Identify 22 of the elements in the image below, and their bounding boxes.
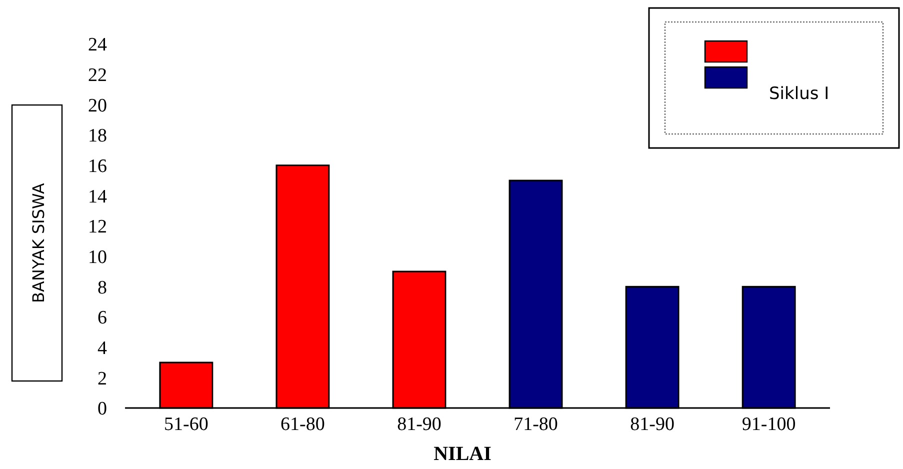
x-tick-label: 91-100 bbox=[742, 414, 796, 435]
y-tick-label: 0 bbox=[98, 398, 107, 420]
y-tick-label: 6 bbox=[98, 308, 107, 329]
x-tick-label: 71-80 bbox=[514, 414, 558, 435]
x-tick-label: 61-80 bbox=[280, 414, 325, 435]
y-axis-title: BANYAK SISWA bbox=[29, 183, 48, 303]
y-tick-label: 4 bbox=[98, 338, 108, 359]
y-tick-label: 14 bbox=[88, 186, 108, 208]
y-tick-label: 20 bbox=[88, 95, 107, 116]
y-tick-label: 24 bbox=[88, 34, 108, 56]
y-tick-label: 12 bbox=[88, 216, 107, 238]
y-tick-label: 18 bbox=[88, 126, 107, 147]
y-tick-label: 22 bbox=[88, 64, 107, 86]
y-tick-label: 8 bbox=[98, 277, 107, 298]
legend: Siklus I bbox=[648, 7, 900, 149]
y-tick-label: 16 bbox=[88, 156, 107, 177]
y-tick-label: 10 bbox=[88, 246, 107, 268]
x-axis-title: NILAI bbox=[434, 443, 492, 465]
x-tick-label: 81-90 bbox=[630, 414, 674, 435]
x-tick-label: 81-90 bbox=[397, 414, 442, 435]
y-tick-label: 2 bbox=[98, 368, 107, 390]
x-tick-label: 51-60 bbox=[164, 414, 208, 435]
